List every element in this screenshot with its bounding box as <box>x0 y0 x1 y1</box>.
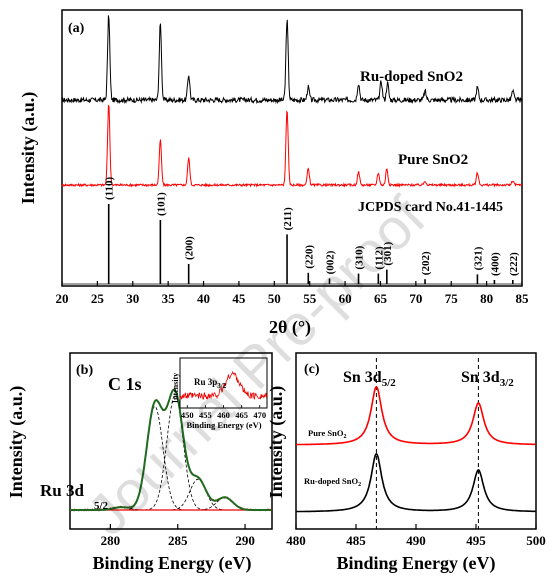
panel-a-xlabel: 2θ (°) <box>269 317 311 338</box>
a-xtick-label: 80 <box>480 291 493 306</box>
c-series-line <box>296 453 536 513</box>
c-xtick-label: 485 <box>346 533 366 548</box>
inset-xtick-label: 455 <box>199 410 212 420</box>
a-ref-hkl: (112) <box>373 246 385 270</box>
inset-xtick-label: 465 <box>235 410 248 420</box>
sn3d32-label: Sn 3d3/2 <box>461 369 514 389</box>
a-ref-hkl: (211) <box>282 207 294 231</box>
c1s-label: C 1s <box>108 374 142 394</box>
panel-b-frame <box>69 352 273 530</box>
a-xtick-label: 70 <box>409 291 422 306</box>
c-xtick-label: 495 <box>466 533 486 548</box>
b-fit-envelope <box>70 388 272 511</box>
a-xtick-label: 20 <box>56 291 69 306</box>
panel-c: (c) 480 485 490 495 500 Sn 3d5/2 Sn 3d3/2 Pu… <box>266 352 546 574</box>
watermark: Journal Pre-proof <box>75 184 438 547</box>
ru3d-sub-label: 5/2 <box>94 500 109 512</box>
panel-b: (b) 280 285 290 C 1s Ru 3d 5/2 Binding Ene… <box>6 352 273 574</box>
a-ref-hkl: (200) <box>184 236 196 260</box>
b-xtick-label: 285 <box>168 533 188 548</box>
a-ref-hkl: (321) <box>472 246 484 270</box>
a-xtick-label: 45 <box>232 291 246 306</box>
a-xtick-label: 85 <box>516 291 530 306</box>
inset-xtick-label: 460 <box>217 410 230 420</box>
inset-line <box>179 370 268 400</box>
ru3d-label: Ru 3d <box>40 481 84 500</box>
a-xtick-label: 35 <box>162 291 176 306</box>
panel-b-label: (b) <box>76 363 93 378</box>
a-series-line <box>61 104 523 188</box>
a-ref-hkl: (310) <box>354 245 366 269</box>
panel-a-frame <box>61 9 523 287</box>
series-label-pure: Pure SnO2 <box>398 152 468 168</box>
panel-b-ylabel: Intensity (a.u.) <box>6 386 27 499</box>
inset-frame <box>179 357 268 409</box>
sn3d52-label: Sn 3d5/2 <box>343 369 396 389</box>
b-xtick-label: 280 <box>101 533 121 548</box>
c-xtick-label: 500 <box>526 533 546 548</box>
a-xtick-label: 40 <box>197 291 210 306</box>
inset-xtick-label: 450 <box>181 410 194 420</box>
inset: 450 455 460 465 470 Ru 3p3/2 Binding Energy … <box>171 357 268 430</box>
a-ref-hkl: (002) <box>325 250 337 274</box>
a-xtick-label: 25 <box>91 291 105 306</box>
reference-label: JCPDS card No.41-1445 <box>358 200 503 215</box>
a-xtick-label: 55 <box>303 291 317 306</box>
inset-xlabel: Binding Energy (eV) <box>186 420 261 430</box>
panel-b-xlabel: Binding Energy (eV) <box>92 553 251 574</box>
inset-xtick-label: 470 <box>253 410 266 420</box>
a-xtick-label: 60 <box>339 291 352 306</box>
a-ref-hkl: (202) <box>420 251 432 275</box>
inset-ylabel: Intensity <box>171 373 180 403</box>
b-xtick-label: 290 <box>235 533 255 548</box>
a-xtick-label: 50 <box>268 291 281 306</box>
a-ref-hkl: (101) <box>155 192 167 216</box>
panel-c-ylabel: Intensity (a.u.) <box>266 386 287 499</box>
a-ref-hkl: (301) <box>382 241 394 265</box>
inset-title: Ru 3p3/2 <box>194 377 227 390</box>
panel-c-label: (c) <box>304 362 320 377</box>
c-xtick-label: 490 <box>406 533 426 548</box>
series-label-ru-doped: Ru-doped SnO2 <box>360 69 463 85</box>
panel-a-ylabel: Intensity (a.u.) <box>18 92 39 205</box>
a-xtick-label: 30 <box>126 291 139 306</box>
series-label-pure-c: Pure SnO2 <box>308 428 347 440</box>
c-series-line <box>296 386 536 446</box>
panel-a: (a) (110) (101) (200) (211) (220) (002) (310) (… <box>18 9 530 338</box>
c-xtick-label: 480 <box>286 533 306 548</box>
panel-c-xlabel: Binding Energy (eV) <box>336 553 495 574</box>
a-series-line <box>61 15 523 105</box>
a-ref-hkl: (222) <box>508 252 520 276</box>
a-ref-hkl: (220) <box>303 245 315 269</box>
a-xtick-label: 65 <box>374 291 388 306</box>
a-xtick-label: 75 <box>445 291 459 306</box>
panel-a-label: (a) <box>68 21 85 36</box>
b-component <box>184 497 265 511</box>
series-label-ru-c: Ru-doped SnO2 <box>304 476 361 488</box>
a-ref-hkl: (110) <box>104 176 116 200</box>
a-ref-hkl: (400) <box>489 252 501 276</box>
